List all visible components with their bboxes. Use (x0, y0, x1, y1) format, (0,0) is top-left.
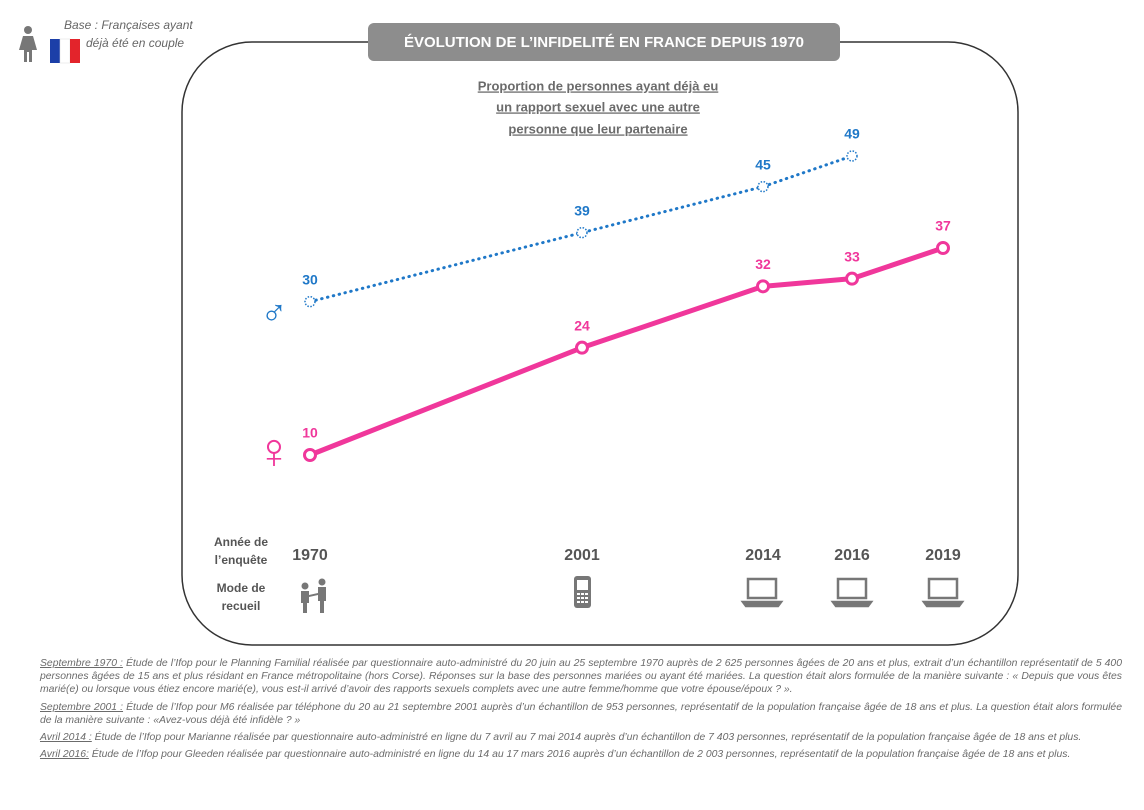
footnote-date: Avril 2014 : (40, 732, 92, 744)
row-label: Mode de (217, 581, 266, 595)
subtitle: un rapport sexuel avec une autre (496, 99, 700, 114)
subtitle: Proportion de personnes ayant déjà eu (478, 78, 719, 93)
phone-icon (574, 576, 591, 608)
value-label: 30 (302, 271, 318, 287)
title-banner (368, 23, 840, 61)
point (756, 279, 770, 294)
subtitle: personne que leur partenaire (508, 121, 687, 136)
value-label: 33 (844, 248, 860, 264)
value-label: 37 (935, 218, 951, 234)
x-tick-label: 2014 (745, 547, 781, 564)
row-label: Année de (214, 535, 268, 549)
point (936, 241, 950, 255)
footnote-date: Avril 2016: (40, 749, 89, 761)
laptop-icon (921, 577, 965, 608)
laptop-icon (740, 577, 784, 608)
value-label: 39 (574, 202, 590, 218)
footnote: Septembre 2001 : Étude de l’Ifop pour M6… (40, 701, 1122, 727)
footnote-text: Étude de l’Ifop pour Gleeden réalisée pa… (88, 749, 1071, 761)
woman-icon (19, 26, 37, 62)
base-note: déjà été en couple (86, 36, 184, 50)
point (757, 180, 769, 193)
footnote: Avril 2014 : Étude de l’Ifop pour Marian… (40, 731, 1122, 744)
value-label: 10 (302, 425, 318, 441)
point (576, 226, 588, 239)
series-symbol: ♂ (261, 292, 288, 333)
point (846, 150, 858, 162)
chart: ÉVOLUTION DE L’INFIDELITÉ EN FRANCE DEPU… (19, 18, 1019, 646)
footnote-text: Étude de l’Ifop pour le Planning Familia… (40, 658, 1122, 696)
footnote: Avril 2016: Étude de l’Ifop pour Gleeden… (40, 748, 1122, 761)
point (575, 340, 589, 355)
x-tick-label: 2016 (834, 547, 870, 564)
row-label: recueil (222, 599, 261, 613)
x-tick-label: 1970 (292, 547, 328, 564)
chart-title: ÉVOLUTION DE L’INFIDELITÉ EN FRANCE DEPU… (404, 34, 804, 51)
footnote-date: Septembre 1970 : (40, 658, 123, 669)
value-label: 32 (755, 256, 771, 272)
value-label: 49 (844, 126, 860, 142)
point (304, 295, 316, 308)
x-tick-label: 2001 (564, 547, 600, 564)
footnote-text: Étude de l’Ifop pour M6 réalisée par tél… (40, 701, 1122, 726)
laptop-icon (830, 577, 874, 608)
value-label: 24 (574, 317, 590, 333)
base-note: Base : Françaises ayant (64, 18, 193, 32)
footnote: Septembre 1970 : Étude de l’Ifop pour le… (40, 657, 1122, 697)
series-symbol: ♀ (255, 423, 293, 479)
french-flag (50, 38, 80, 64)
row-label: l’enquête (215, 553, 268, 567)
value-label: 45 (755, 156, 771, 172)
point (303, 448, 317, 462)
footnote-text: Étude de l’Ifop pour Marianne réalisée p… (91, 732, 1082, 744)
point (845, 271, 859, 286)
x-tick-label: 2019 (925, 547, 961, 564)
footnote-date: Septembre 2001 : (40, 701, 124, 713)
people-icon (301, 578, 326, 613)
series-line (308, 154, 854, 304)
footnotes: Septembre 1970 : Étude de l’Ifop pour le… (40, 657, 1122, 765)
